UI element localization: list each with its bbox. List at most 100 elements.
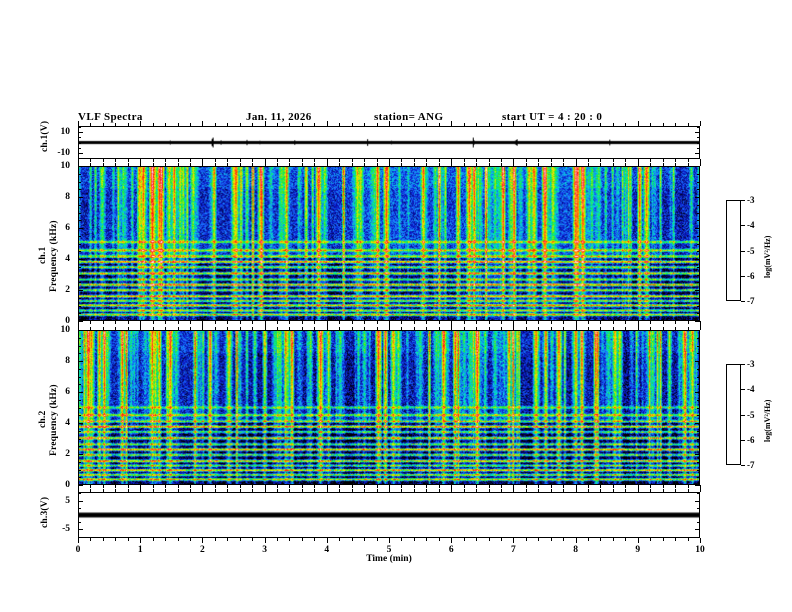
- y-tick-label: 5: [65, 495, 70, 506]
- x-minor-tick: [376, 485, 378, 488]
- ch2-spectrogram-canvas: [79, 331, 699, 484]
- x-minor-tick: [239, 485, 241, 488]
- x-minor-tick: [563, 489, 565, 492]
- colorbar-tick: [741, 225, 745, 227]
- x-minor-tick: [115, 123, 117, 126]
- x-major-tick: [575, 161, 577, 166]
- x-minor-tick: [339, 163, 341, 166]
- x-minor-tick: [525, 163, 527, 166]
- x-minor-tick: [401, 327, 403, 330]
- y-tick-label: -5: [62, 524, 70, 535]
- y-minor-tick-right: [697, 368, 700, 370]
- x-minor-tick: [102, 163, 104, 166]
- y-minor-tick-right: [697, 522, 700, 524]
- x-minor-tick: [650, 538, 652, 541]
- x-minor-tick: [239, 321, 241, 324]
- x-minor-tick: [115, 327, 117, 330]
- y-minor-tick-right: [697, 266, 700, 268]
- x-minor-tick: [189, 321, 191, 324]
- x-minor-tick: [376, 163, 378, 166]
- x-major-tick: [575, 538, 577, 543]
- x-minor-tick: [413, 321, 415, 324]
- x-minor-tick: [189, 159, 191, 162]
- y-tick-label: 4: [65, 254, 70, 264]
- x-minor-tick: [376, 159, 378, 162]
- x-major-tick: [451, 161, 453, 166]
- x-minor-tick: [662, 321, 664, 324]
- x-minor-tick: [165, 123, 167, 126]
- y-minor-tick-right: [697, 220, 700, 222]
- x-minor-tick: [463, 327, 465, 330]
- y-minor-tick-right: [697, 376, 700, 378]
- colorbar-tick-label: -3: [747, 195, 755, 205]
- y-minor-tick-right: [697, 282, 700, 284]
- ch1-spectrogram-canvas: [79, 167, 699, 320]
- x-minor-tick: [152, 163, 154, 166]
- y-minor-tick: [78, 189, 81, 191]
- y-minor-tick-right: [697, 204, 700, 206]
- x-minor-tick: [463, 163, 465, 166]
- y-minor-tick-right: [697, 127, 700, 129]
- y-tick-label: 10: [60, 325, 71, 335]
- x-minor-tick: [538, 538, 540, 541]
- x-minor-tick: [463, 123, 465, 126]
- x-minor-tick: [588, 485, 590, 488]
- x-minor-tick: [90, 321, 92, 324]
- y-minor-tick: [78, 282, 81, 284]
- x-minor-tick: [214, 321, 216, 324]
- y-major-tick-right: [695, 330, 700, 331]
- y-major-tick: [78, 500, 83, 502]
- x-major-tick: [700, 121, 701, 126]
- x-minor-tick: [301, 538, 303, 541]
- y-major-tick-right: [695, 392, 700, 393]
- x-major-tick: [78, 487, 79, 492]
- x-minor-tick: [650, 159, 652, 162]
- x-tick-label: 7: [511, 545, 516, 555]
- x-minor-tick: [177, 123, 179, 126]
- x-minor-tick: [252, 321, 254, 324]
- y-tick-label: 0: [65, 480, 70, 490]
- x-minor-tick: [687, 485, 689, 488]
- x-minor-tick: [214, 163, 216, 166]
- x-minor-tick: [351, 159, 353, 162]
- x-minor-tick: [463, 321, 465, 324]
- x-major-tick: [389, 321, 390, 326]
- y-minor-tick: [78, 147, 81, 149]
- x-minor-tick: [277, 159, 279, 162]
- x-minor-tick: [289, 321, 291, 324]
- x-minor-tick: [488, 123, 490, 126]
- x-minor-tick: [152, 327, 154, 330]
- x-minor-tick: [550, 123, 552, 126]
- x-minor-tick: [563, 159, 565, 162]
- x-tick-label: 8: [573, 545, 578, 555]
- x-minor-tick: [563, 163, 565, 166]
- x-minor-tick: [301, 489, 303, 492]
- y-minor-tick: [78, 220, 81, 222]
- y-minor-tick: [78, 142, 81, 144]
- colorbar-ch1-caption: log(mV²/Hz): [763, 235, 772, 278]
- x-minor-tick: [401, 321, 403, 324]
- y-minor-tick-right: [697, 305, 700, 307]
- x-minor-tick: [600, 321, 602, 324]
- x-minor-tick: [227, 163, 229, 166]
- x-minor-tick: [239, 123, 241, 126]
- x-major-tick: [389, 325, 390, 330]
- x-minor-tick: [301, 485, 303, 488]
- panel-ch2-spectrogram: [78, 330, 700, 485]
- x-major-tick: [451, 538, 453, 543]
- x-minor-tick: [115, 489, 117, 492]
- x-minor-tick: [177, 159, 179, 162]
- y-minor-tick-right: [697, 297, 700, 299]
- x-minor-tick: [675, 485, 677, 488]
- x-major-tick: [389, 538, 390, 543]
- x-minor-tick: [90, 538, 92, 541]
- x-minor-tick: [650, 327, 652, 330]
- x-minor-tick: [289, 327, 291, 330]
- colorbar-tick: [741, 389, 745, 391]
- title-date: Jan. 11, 2026: [246, 111, 312, 123]
- x-minor-tick: [550, 321, 552, 324]
- x-major-tick: [140, 121, 142, 126]
- x-major-tick: [326, 321, 328, 326]
- x-minor-tick: [538, 485, 540, 488]
- y-minor-tick: [78, 407, 81, 409]
